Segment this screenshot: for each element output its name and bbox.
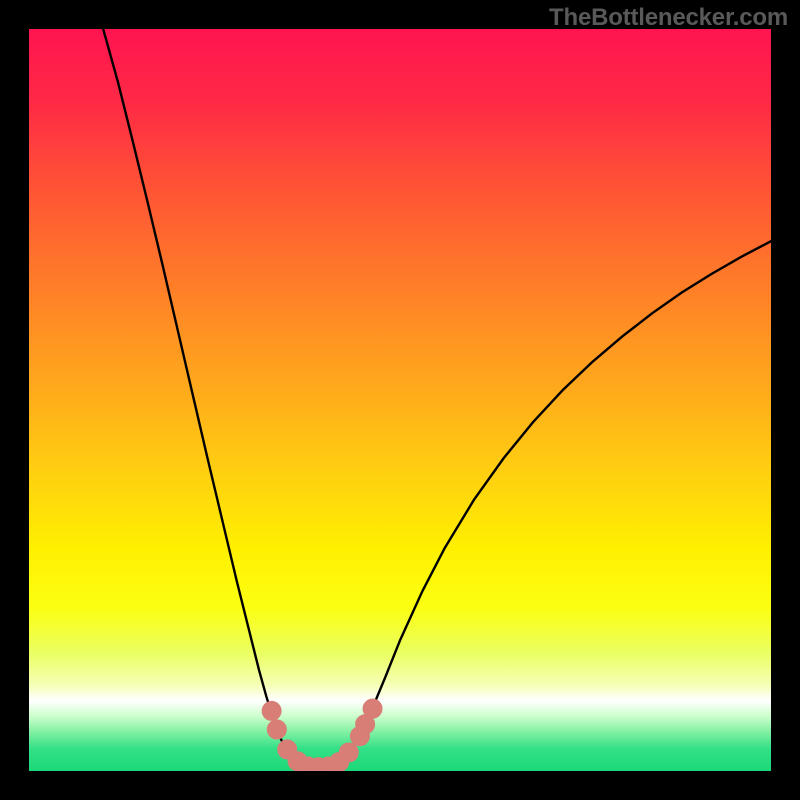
data-marker xyxy=(267,720,286,739)
data-marker xyxy=(363,699,382,718)
chart-frame xyxy=(0,0,800,800)
gradient-background xyxy=(29,29,771,771)
chart-svg xyxy=(29,29,771,771)
watermark-text: TheBottlenecker.com xyxy=(549,4,788,32)
data-marker xyxy=(262,701,281,720)
data-marker xyxy=(339,743,358,762)
plot-area xyxy=(29,29,771,771)
